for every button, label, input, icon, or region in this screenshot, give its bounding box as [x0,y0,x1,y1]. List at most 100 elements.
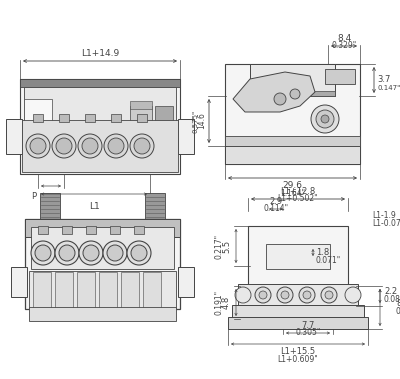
Text: L1+15.5: L1+15.5 [280,347,316,356]
Circle shape [31,241,55,265]
Bar [250,91,335,96]
Bar [25,219,180,237]
Bar [24,99,52,121]
Text: 0.575": 0.575" [192,110,198,133]
Circle shape [52,134,76,158]
Bar [33,114,43,122]
Circle shape [303,291,311,299]
Bar [178,267,194,297]
Bar [250,64,335,96]
Text: L1+12.8: L1+12.8 [280,187,316,196]
Bar [232,305,364,319]
Circle shape [274,93,286,105]
Bar [11,267,27,297]
Bar [62,226,72,234]
Circle shape [299,287,315,303]
Text: L1-1.9: L1-1.9 [372,211,396,221]
Circle shape [325,291,333,299]
Text: 1.164": 1.164" [280,189,305,198]
Text: 2.2: 2.2 [384,288,397,296]
Circle shape [56,138,72,154]
Circle shape [321,287,337,303]
Circle shape [103,241,127,265]
Text: 0.114": 0.114" [264,204,288,213]
Circle shape [134,138,150,154]
Bar [24,87,176,124]
Circle shape [82,138,98,154]
Circle shape [59,245,75,261]
Bar [130,106,152,121]
Circle shape [127,241,151,265]
Circle shape [104,134,128,158]
Text: 0.348": 0.348" [396,307,400,316]
Text: 0.217": 0.217" [215,233,224,258]
Text: L1: L1 [89,202,99,211]
Bar [110,226,120,234]
Bar [178,119,194,154]
Circle shape [345,287,361,303]
Bar [228,317,368,329]
Text: 29.6: 29.6 [282,181,302,190]
Text: P: P [32,192,36,201]
Circle shape [277,287,293,303]
Bar [225,64,360,164]
Text: L1-0.075": L1-0.075" [372,219,400,229]
Bar [99,272,117,308]
Text: 2.9: 2.9 [270,197,282,206]
Circle shape [26,134,50,158]
Circle shape [259,291,267,299]
Bar [225,146,360,164]
Bar [145,193,165,221]
Bar [25,219,180,309]
Circle shape [235,287,251,303]
Circle shape [78,134,102,158]
Circle shape [316,110,334,128]
Circle shape [55,241,79,265]
Bar [20,79,180,87]
Bar [111,114,121,122]
Bar [29,307,176,321]
Circle shape [131,245,147,261]
Circle shape [30,138,46,154]
Bar [238,284,358,306]
Bar [248,226,348,286]
Bar [121,272,139,308]
Text: 8.4: 8.4 [337,34,351,43]
Circle shape [79,241,103,265]
Text: 5.5: 5.5 [222,240,231,252]
Bar [86,226,96,234]
Bar [143,272,161,308]
Bar [85,114,95,122]
Text: 8.8: 8.8 [396,299,400,308]
Text: 0.305": 0.305" [295,328,321,337]
Text: 0.147": 0.147" [377,85,400,91]
Circle shape [255,287,271,303]
Bar [6,119,22,154]
Circle shape [35,245,51,261]
Bar [55,272,73,308]
Text: 0.191": 0.191" [215,290,224,315]
Bar [29,271,176,309]
Polygon shape [233,72,315,112]
Text: L1+0.502": L1+0.502" [278,194,318,203]
Bar [31,227,174,269]
Circle shape [107,245,123,261]
Text: L1+14.9: L1+14.9 [81,49,119,58]
Circle shape [130,134,154,158]
Bar [77,272,95,308]
Bar [325,69,355,84]
Bar [134,226,144,234]
Circle shape [321,115,329,123]
Bar [22,120,178,172]
Text: L1+0.609": L1+0.609" [278,355,318,364]
Circle shape [83,245,99,261]
Bar [59,114,69,122]
Text: 4.8: 4.8 [222,296,231,309]
Text: 0.087": 0.087" [384,296,400,304]
Text: 1.8: 1.8 [316,248,329,257]
Bar [266,244,330,269]
Bar [40,193,60,221]
Text: 14.6: 14.6 [198,113,206,130]
Circle shape [281,291,289,299]
Circle shape [311,105,339,133]
